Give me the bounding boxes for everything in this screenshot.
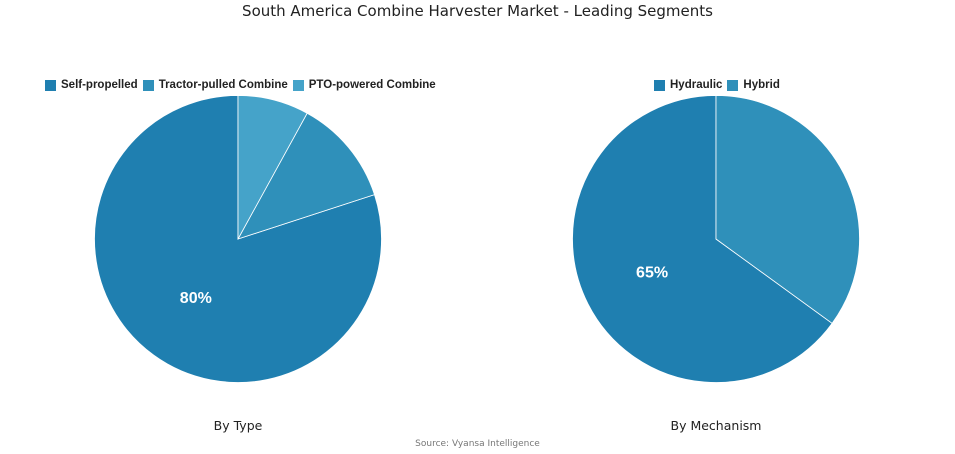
source-note: Source: Vyansa Intelligence: [415, 439, 540, 449]
pie-slice-tractor-pulled-combine: [237, 112, 375, 240]
pie-slice-hybrid: [715, 95, 860, 324]
chart-caption-by-type: By Type: [213, 418, 263, 433]
legend-swatch: [292, 79, 304, 91]
legend-by-mechanism: Hydraulic Hybrid: [654, 79, 785, 91]
pie-chart-by-mechanism: 65%: [572, 95, 860, 383]
legend-label: Tractor-pulled Combine: [158, 79, 288, 91]
legend-by-type: Self-propelled Tractor-pulled Combine PT…: [45, 79, 441, 91]
legend-label: Self-propelled: [61, 79, 138, 91]
legend-item: Hybrid: [727, 79, 780, 91]
chart-caption-by-mechanism: By Mechanism: [670, 418, 762, 433]
legend-label: Hybrid: [743, 79, 780, 91]
pie-slice-pto-powered-combine: [237, 95, 308, 240]
pie-data-label: 80%: [180, 290, 212, 307]
legend-item: Hydraulic: [654, 79, 722, 91]
legend-label: PTO-powered Combine: [308, 79, 436, 91]
legend-item: Tractor-pulled Combine: [142, 79, 288, 91]
legend-label: Hydraulic: [670, 79, 723, 91]
legend-item: Self-propelled: [45, 79, 138, 91]
legend-item: PTO-powered Combine: [292, 79, 436, 91]
pie-data-label: 65%: [636, 265, 668, 282]
legend-swatch: [727, 79, 739, 91]
chart-title: South America Combine Harvester Market -…: [242, 2, 713, 20]
pie-slice-hydraulic: [572, 95, 833, 383]
legend-swatch: [142, 79, 154, 91]
legend-swatch: [45, 79, 56, 91]
pie-chart-by-type: 80%: [94, 95, 382, 383]
legend-swatch: [654, 79, 665, 91]
